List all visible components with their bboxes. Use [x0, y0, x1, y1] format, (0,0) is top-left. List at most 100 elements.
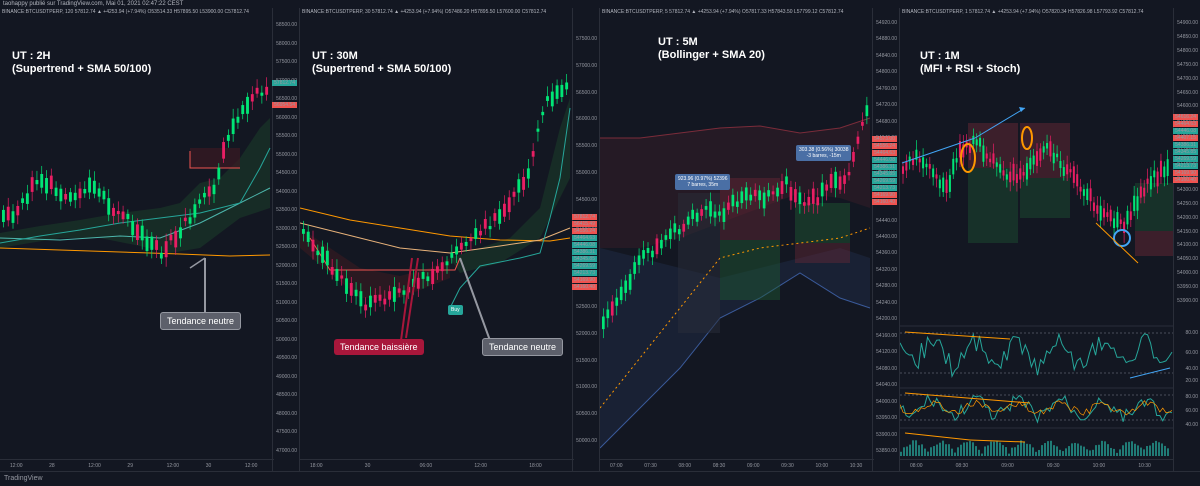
candle: [646, 247, 650, 253]
price-axis-label: 54920.00: [876, 20, 897, 26]
stoch-bar: [993, 441, 995, 456]
time-axis-label: 08:30: [712, 463, 726, 469]
stoch-bar: [903, 447, 905, 456]
stoch-bar: [912, 440, 914, 456]
stoch-bar: [924, 448, 926, 456]
candle: [354, 289, 358, 297]
stoch-bar: [918, 445, 920, 456]
candle: [402, 290, 406, 295]
candles-1m: [900, 107, 1174, 456]
candle: [633, 262, 636, 274]
candle: [664, 235, 668, 240]
price-axis-label: 53900.00: [876, 431, 897, 438]
candle: [969, 144, 972, 153]
candle: [945, 179, 948, 194]
candle: [615, 297, 619, 306]
price-axis-label: 54850.00: [1177, 33, 1198, 40]
candle: [829, 173, 833, 188]
candle: [335, 268, 339, 281]
candle: [1149, 176, 1152, 190]
candle: [1159, 160, 1162, 177]
candle: [1119, 219, 1122, 224]
candle: [1106, 212, 1109, 217]
time-axis[interactable]: 18:00 30 06:00 12:00 18:00: [300, 459, 574, 472]
candle: [982, 145, 985, 162]
candle: [246, 96, 249, 114]
time-axis-label: 12:00: [10, 463, 23, 469]
price-axis-label: 54700.00: [1177, 75, 1198, 82]
footer-bar: TradingView: [0, 471, 1200, 486]
candle: [69, 192, 72, 202]
stoch-bar: [1002, 445, 1004, 456]
candle: [922, 157, 925, 169]
candle: [136, 224, 139, 240]
candle: [1072, 166, 1075, 183]
price-tag: 54573.00: [872, 136, 897, 142]
chart-panel-2h[interactable]: BINANCE:BTCUSDTPERP, 120 57812.74 ▲ +425…: [0, 8, 300, 472]
candle: [744, 187, 748, 201]
candle: [958, 140, 961, 158]
candle: [330, 266, 334, 275]
price-axis-label: 57000.00: [576, 62, 597, 69]
stoch-bar: [1119, 449, 1121, 456]
candle: [948, 175, 951, 192]
candle: [455, 246, 459, 255]
time-axis[interactable]: 12:00 28 12:00 29 12:00 30 12:00: [0, 459, 274, 472]
stoch-bar: [1092, 449, 1094, 456]
time-axis[interactable]: 08:00 08:30 09:00 09:30 10:00 10:30: [900, 459, 1174, 472]
price-axis-label: 54250.00: [1177, 200, 1198, 207]
price-axis-label: 50500.00: [276, 318, 297, 325]
price-axis-label: 54550.00: [1177, 117, 1198, 123]
stoch-bar: [1011, 447, 1013, 456]
price-axis[interactable]: 54920.00 54880.00 54840.00 54800.00 54760.00…: [872, 8, 899, 472]
candle: [995, 162, 998, 167]
candle: [373, 294, 377, 303]
oscillator-axis-label: 60.00: [1185, 408, 1198, 414]
candle: [265, 86, 269, 95]
candle: [21, 198, 25, 203]
stoch-bar: [936, 444, 938, 456]
stoch-bar: [906, 446, 908, 456]
time-axis-label: 18:00: [310, 463, 323, 469]
candle: [843, 175, 846, 184]
candle: [624, 280, 628, 293]
price-axis[interactable]: 58500.0058000.0057500.0057000.0056500.00…: [272, 8, 299, 472]
stoch-bar: [1134, 443, 1136, 456]
chart-panel-5m[interactable]: BINANCE:BTCUSDTPERP, 5 57812.74 ▲ +4253.…: [600, 8, 900, 472]
candle: [762, 192, 766, 209]
price-axis-label: 52500.00: [576, 304, 597, 310]
price-axis[interactable]: 54900.00 54850.00 54800.00 54750.00 54700.00…: [1173, 8, 1200, 472]
candle: [316, 250, 320, 256]
price-axis-label: 54800.00: [1177, 47, 1198, 54]
stoch-bar: [1053, 445, 1055, 456]
candle: [469, 237, 473, 242]
candle: [198, 199, 202, 204]
candle: [159, 252, 163, 259]
candle: [526, 168, 530, 179]
candle: [436, 266, 439, 273]
candle: [669, 228, 672, 239]
chart-panel-1m[interactable]: BINANCE:BTCUSDTPERP, 1 57812.74 ▲ +4253.…: [900, 8, 1200, 472]
time-axis-label: 10:00: [815, 463, 829, 469]
candle: [174, 230, 178, 248]
candle: [1129, 211, 1132, 220]
time-axis-label: 09:30: [1047, 463, 1060, 469]
callout-tendance-neutre: Tendance neutre: [160, 312, 242, 330]
price-axis-label: 54200.00: [1177, 214, 1198, 221]
candle: [1059, 161, 1062, 169]
chart-panel-30m[interactable]: BINANCE:BTCUSDTPERP, 30 57812.74 ▲ +4253…: [300, 8, 600, 472]
stoch-bar: [1020, 440, 1022, 456]
stoch-bar: [1014, 447, 1016, 456]
candle: [727, 202, 730, 210]
stoch-bar: [963, 442, 965, 456]
time-axis[interactable]: 07:00 07:30 08:00 08:30 09:00 09:30 10:00 10:30: [600, 459, 874, 472]
price-axis[interactable]: 57500.00 57000.00 56500.00 56000.00 55500.00…: [572, 8, 599, 472]
stoch-bar: [999, 442, 1001, 456]
price-axis-label: 54200.00: [876, 316, 897, 323]
price-axis-label: 55000.00: [276, 151, 297, 158]
candle: [59, 188, 63, 202]
price-tag: 54213.73: [872, 185, 897, 191]
candle: [155, 240, 159, 250]
tradingview-logo[interactable]: TradingView: [4, 475, 43, 482]
candle: [677, 229, 681, 235]
